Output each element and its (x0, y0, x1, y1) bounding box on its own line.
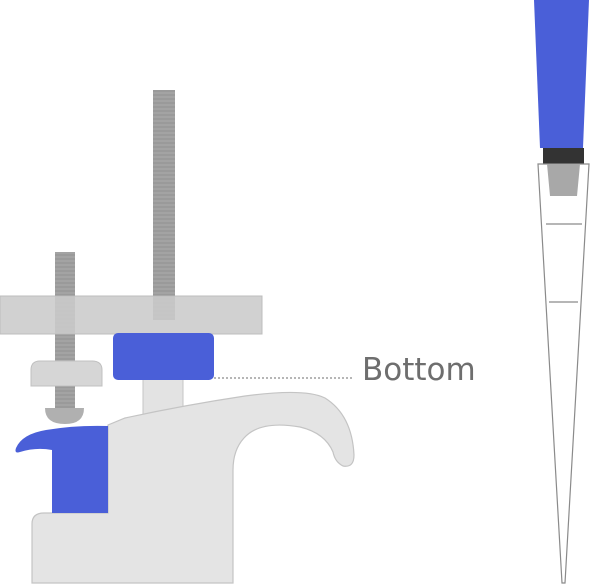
clamp-assembly: Bottom (0, 90, 476, 584)
tip-plug (547, 164, 580, 196)
blue-lever-arm (15, 425, 108, 513)
blue-top-pad (113, 333, 214, 380)
pipette-tip (537, 163, 590, 584)
pipette-assembly (534, 0, 590, 584)
wing-nut (30, 360, 103, 387)
bottom-label: Bottom (362, 352, 476, 388)
horizontal-plate (0, 295, 263, 335)
pipette-collar (543, 148, 584, 164)
long-threaded-rod (153, 90, 175, 320)
pipette-shaft (534, 0, 589, 148)
bracket-body (31, 391, 355, 584)
screw-head (45, 408, 84, 424)
